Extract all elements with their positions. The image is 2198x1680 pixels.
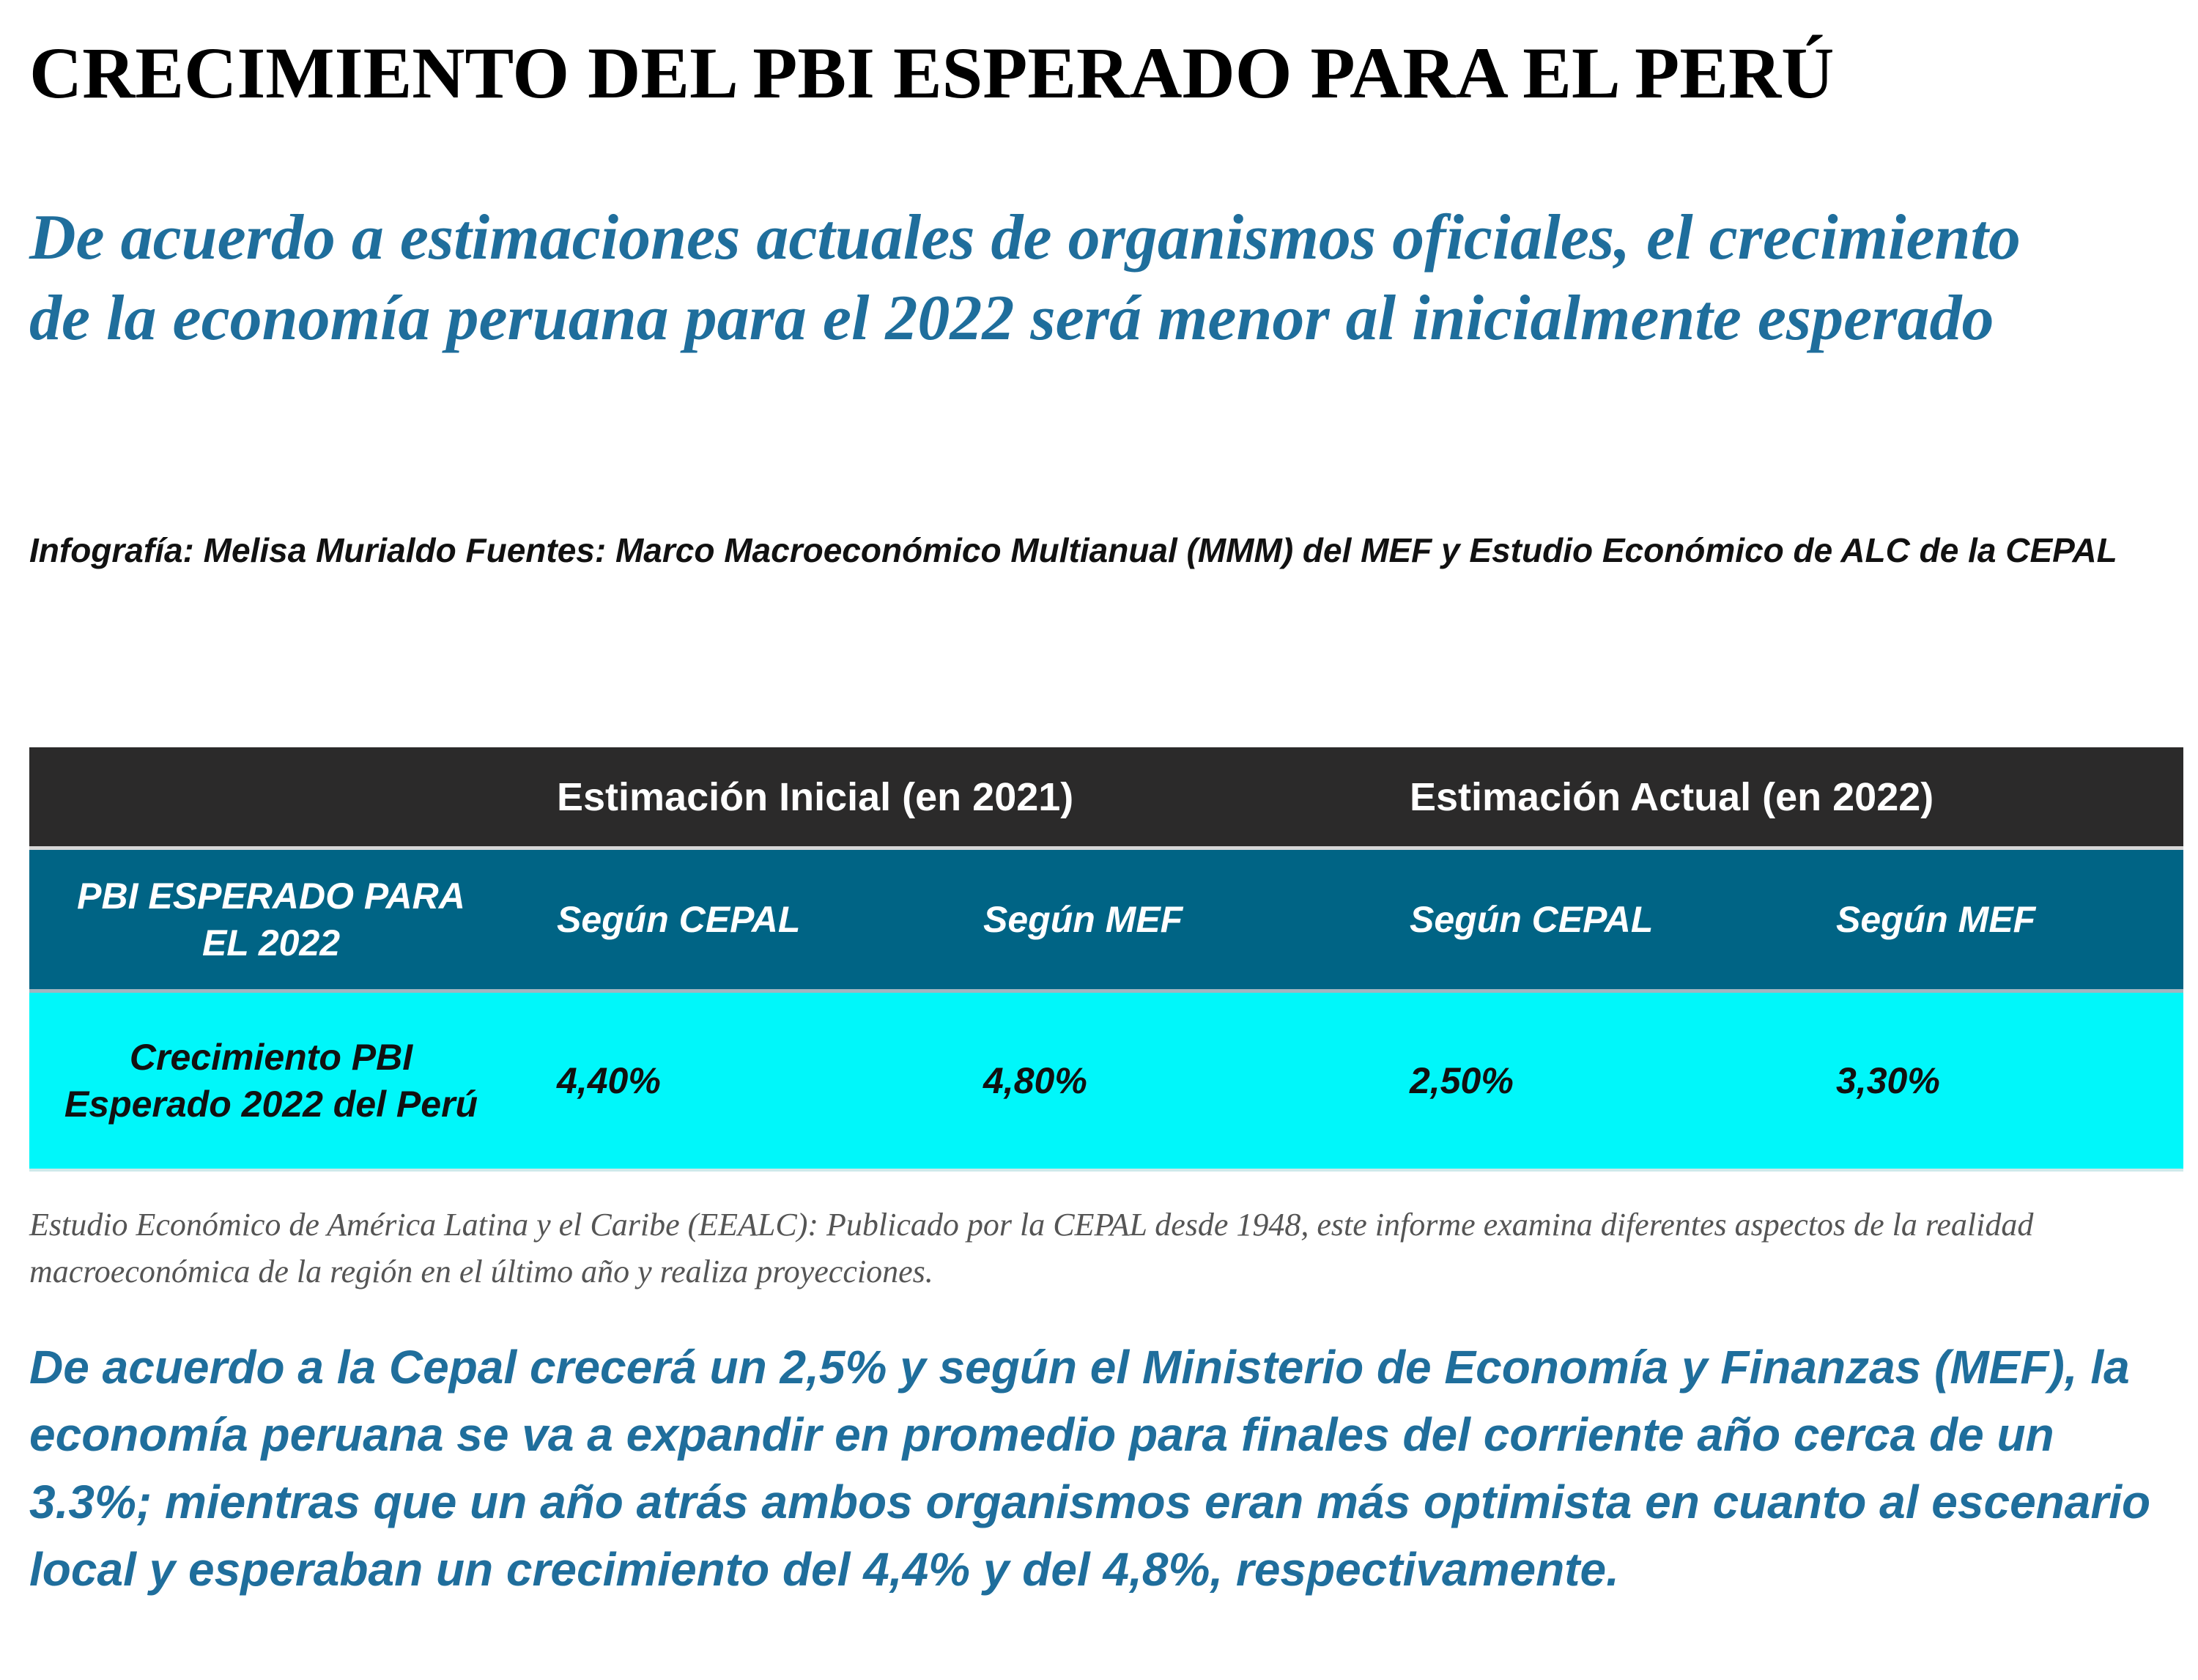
subheader-initial-cepal-label: Según CEPAL: [557, 899, 801, 940]
subheader-current-cepal-label: Según CEPAL: [1410, 899, 1654, 940]
group-header-current: Estimación Actual (en 2022): [1410, 747, 2179, 846]
summary-paragraph: De acuerdo a la Cepal crecerá un 2,5% y …: [29, 1341, 2151, 1596]
value-initial-cepal: 4,40%: [557, 993, 982, 1169]
gdp-estimates-table: Estimación Inicial (en 2021) Estimación …: [29, 747, 2183, 1172]
value-initial-cepal-text: 4,40%: [557, 1060, 661, 1101]
page-subtitle: De acuerdo a estimaciones actuales de or…: [29, 202, 2021, 354]
value-current-cepal-text: 2,50%: [1410, 1060, 1514, 1101]
table-row: Crecimiento PBI Esperado 2022 del Perú 4…: [29, 993, 2183, 1172]
source-credit: Infografía: Melisa Murialdo Fuentes: Mar…: [29, 531, 2117, 569]
subheader-initial-mef: Según MEF: [983, 850, 1408, 989]
subheader-current-mef-label: Según MEF: [1836, 899, 2036, 940]
group-header-current-label: Estimación Actual (en 2022): [1410, 774, 1934, 819]
subheader-initial-mef-label: Según MEF: [983, 899, 1183, 940]
footnote: Estudio Económico de América Latina y el…: [29, 1207, 2034, 1289]
subheader-initial-cepal: Según CEPAL: [557, 850, 982, 989]
table-group-header-row: Estimación Inicial (en 2021) Estimación …: [29, 747, 2183, 850]
page-title: CRECIMIENTO DEL PBI ESPERADO PARA EL PER…: [29, 32, 1835, 114]
value-current-cepal: 2,50%: [1410, 993, 1835, 1169]
value-current-mef: 3,30%: [1836, 993, 2180, 1169]
row-label-header: PBI ESPERADO PARA EL 2022: [77, 876, 465, 963]
group-header-initial-label: Estimación Inicial (en 2021): [557, 774, 1074, 819]
value-initial-mef: 4,80%: [983, 993, 1408, 1169]
value-initial-mef-text: 4,80%: [983, 1060, 1087, 1101]
value-current-mef-text: 3,30%: [1836, 1060, 1940, 1101]
group-header-initial: Estimación Inicial (en 2021): [557, 747, 1407, 846]
table-subheader-row: PBI ESPERADO PARA EL 2022 Según CEPAL Se…: [29, 850, 2183, 993]
subheader-current-mef: Según MEF: [1836, 850, 2180, 989]
subheader-current-cepal: Según CEPAL: [1410, 850, 1835, 989]
row-label: Crecimiento PBI Esperado 2022 del Perú: [64, 1037, 478, 1125]
